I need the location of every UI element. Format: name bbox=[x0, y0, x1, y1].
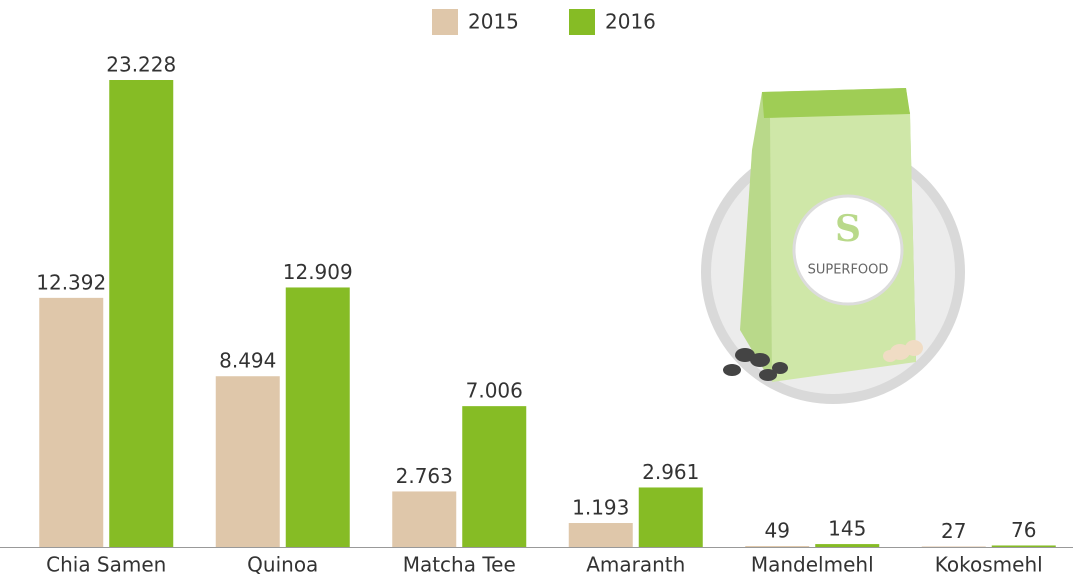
value-label: 145 bbox=[828, 517, 866, 541]
bar bbox=[815, 544, 879, 547]
bag-text: SUPERFOOD bbox=[808, 263, 889, 278]
chart: S SUPERFOOD 2015 2016 Chia Samen 12.392 23.2… bbox=[0, 0, 1073, 582]
value-label: 12.392 bbox=[36, 270, 106, 294]
bar bbox=[639, 487, 703, 547]
bar bbox=[392, 491, 456, 547]
value-label: 1.193 bbox=[572, 496, 629, 520]
x-tick-label: Kokosmehl bbox=[935, 553, 1043, 577]
bar bbox=[992, 545, 1056, 547]
value-label: 23.228 bbox=[106, 53, 176, 77]
value-label: 2.763 bbox=[396, 464, 453, 488]
bar bbox=[462, 406, 526, 547]
bar bbox=[39, 298, 103, 547]
value-label: 2.961 bbox=[642, 460, 699, 484]
value-label: 49 bbox=[765, 519, 790, 543]
bag-top bbox=[762, 88, 910, 118]
bar bbox=[922, 546, 986, 547]
x-tick-label: Quinoa bbox=[247, 553, 318, 577]
bar bbox=[569, 523, 633, 547]
legend-swatch bbox=[569, 9, 595, 35]
bar bbox=[216, 376, 280, 547]
x-tick-label: Amaranth bbox=[586, 553, 685, 577]
x-tick-label: Mandelmehl bbox=[751, 553, 874, 577]
bar bbox=[109, 80, 173, 547]
value-label: 27 bbox=[941, 519, 966, 543]
value-label: 7.006 bbox=[466, 379, 523, 403]
legend-label: 2016 bbox=[605, 10, 656, 34]
value-label: 76 bbox=[1011, 518, 1036, 542]
legend-swatch bbox=[432, 9, 458, 35]
legend-label: 2015 bbox=[468, 10, 519, 34]
x-tick-label: Matcha Tee bbox=[403, 553, 516, 577]
value-label: 8.494 bbox=[219, 349, 276, 373]
x-tick-label: Chia Samen bbox=[46, 553, 166, 577]
illustration: S SUPERFOOD bbox=[701, 88, 965, 404]
bag-letter: S bbox=[835, 208, 861, 250]
bar bbox=[286, 287, 350, 547]
value-label: 12.909 bbox=[283, 260, 353, 284]
bar bbox=[745, 546, 809, 547]
